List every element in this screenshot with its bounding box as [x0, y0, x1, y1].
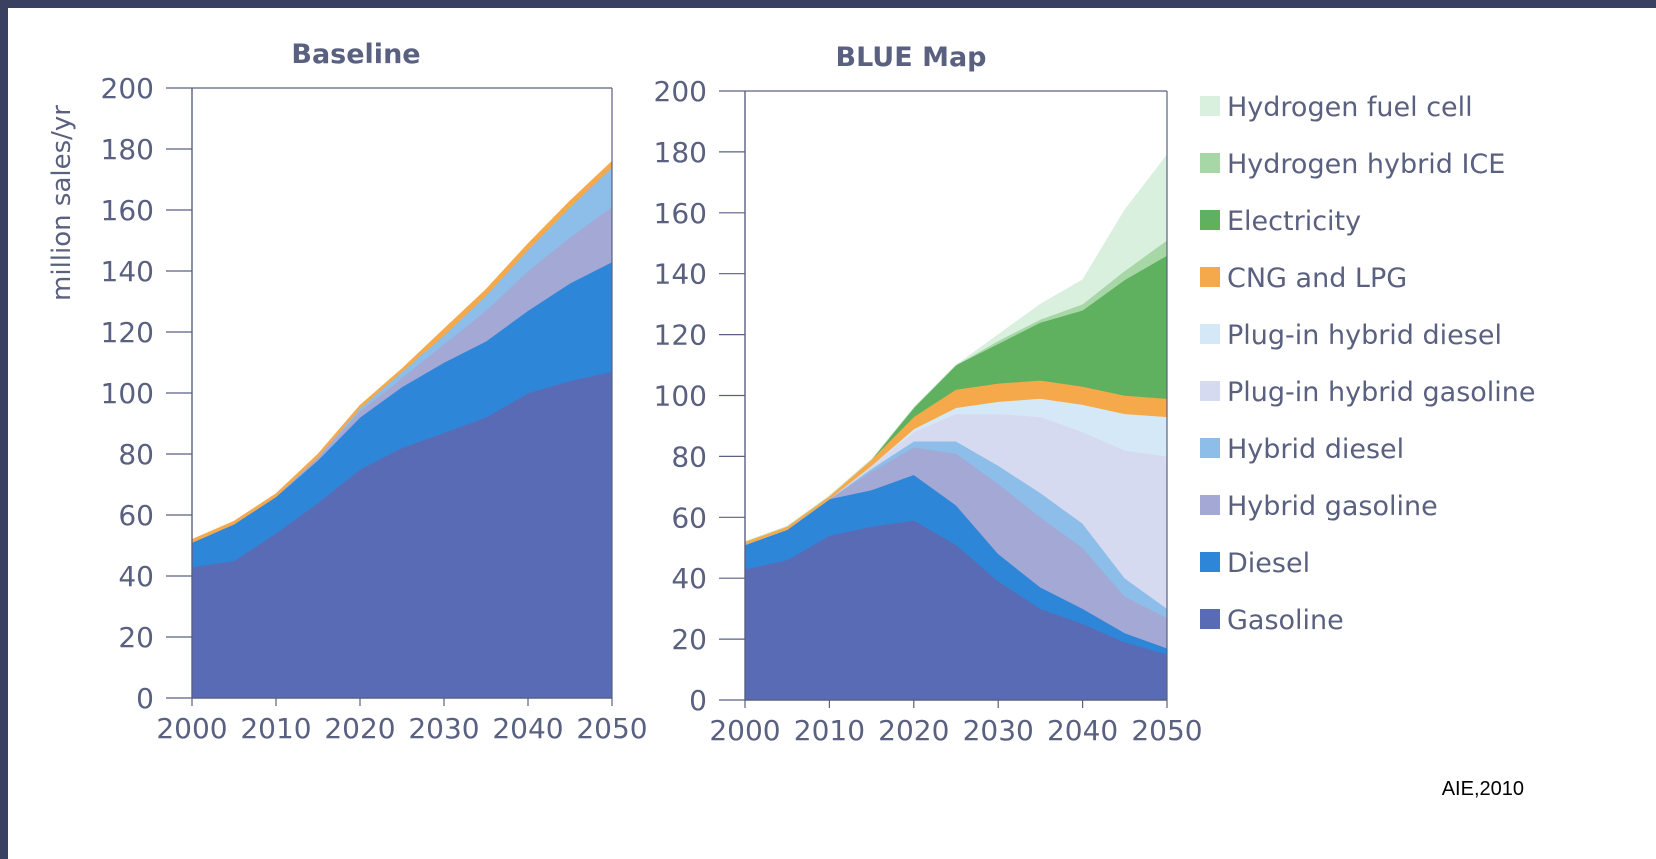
legend: Hydrogen fuel cell Hydrogen hybrid ICE Ele…	[1200, 92, 1536, 636]
y-tick-label: 80	[118, 438, 154, 471]
legend-label-gasoline: Gasoline	[1227, 605, 1344, 636]
legend-label-plug-in-hybrid-diesel: Plug-in hybrid diesel	[1227, 320, 1502, 351]
y-tick-label: 140	[101, 255, 154, 288]
x-tick-label: 2050	[1131, 714, 1202, 747]
y-tick-label: 20	[671, 623, 707, 656]
legend-label-hydrogen-fuel-cell: Hydrogen fuel cell	[1227, 92, 1473, 123]
y-tick-label: 180	[101, 133, 154, 166]
y-tick-label: 160	[654, 197, 707, 230]
y-tick-label: 180	[654, 136, 707, 169]
legend-label-hybrid-diesel: Hybrid diesel	[1227, 434, 1404, 465]
legend-swatch-hybrid-diesel	[1200, 438, 1220, 458]
y-tick-label: 100	[101, 377, 154, 410]
x-tick-label: 2020	[324, 712, 395, 745]
legend-label-cng-and-lpg: CNG and LPG	[1227, 263, 1407, 294]
chart-title: Baseline	[291, 39, 420, 70]
y-tick-label: 0	[136, 682, 154, 715]
x-tick-label: 2010	[240, 712, 311, 745]
legend-swatch-plug-in-hybrid-diesel	[1200, 324, 1220, 344]
legend-swatch-hydrogen-fuel-cell	[1200, 96, 1220, 116]
x-tick-label: 2020	[878, 714, 949, 747]
legend-swatch-plug-in-hybrid-gasoline	[1200, 381, 1220, 401]
legend-label-diesel: Diesel	[1227, 548, 1310, 579]
y-tick-label: 60	[671, 501, 707, 534]
x-tick-label: 2030	[963, 714, 1034, 747]
y-tick-label: 20	[118, 621, 154, 654]
y-tick-label: 160	[101, 194, 154, 227]
legend-label-hydrogen-hybrid-ice: Hydrogen hybrid ICE	[1227, 149, 1505, 180]
y-axis-label: million sales/yr	[47, 105, 77, 301]
legend-swatch-electricity	[1200, 210, 1220, 230]
legend-label-plug-in-hybrid-gasoline: Plug-in hybrid gasoline	[1227, 377, 1536, 408]
legend-swatch-hybrid-gasoline	[1200, 495, 1220, 515]
legend-label-hybrid-gasoline: Hybrid gasoline	[1227, 491, 1438, 522]
y-tick-label: 0	[689, 684, 707, 717]
y-tick-label: 40	[118, 560, 154, 593]
y-tick-label: 140	[654, 258, 707, 291]
slide-frame: 0 20 40 60 80 100 120 140 160 180 200 2000 2010 2020 2…	[8, 8, 1656, 859]
y-tick-label: 60	[118, 499, 154, 532]
legend-swatch-cng-and-lpg	[1200, 267, 1220, 287]
y-tick-label: 120	[654, 319, 707, 352]
x-tick-label: 2040	[492, 712, 563, 745]
source-note: AIE,2010	[1441, 778, 1524, 800]
x-tick-label: 2030	[408, 712, 479, 745]
legend-swatch-diesel	[1200, 552, 1220, 572]
x-tick-label: 2040	[1047, 714, 1118, 747]
chart-title: BLUE Map	[835, 42, 986, 73]
y-tick-label: 40	[671, 562, 707, 595]
legend-swatch-gasoline	[1200, 609, 1220, 629]
legend-swatch-hydrogen-hybrid-ice	[1200, 153, 1220, 173]
x-tick-label: 2050	[576, 712, 647, 745]
y-tick-label: 200	[101, 72, 154, 105]
x-tick-label: 2000	[709, 714, 780, 747]
x-tick-label: 2010	[794, 714, 865, 747]
y-tick-label: 80	[671, 440, 707, 473]
x-tick-label: 2000	[156, 712, 227, 745]
legend-label-electricity: Electricity	[1227, 206, 1361, 237]
y-tick-label: 120	[101, 316, 154, 349]
y-tick-label: 200	[654, 75, 707, 108]
y-tick-label: 100	[654, 380, 707, 413]
